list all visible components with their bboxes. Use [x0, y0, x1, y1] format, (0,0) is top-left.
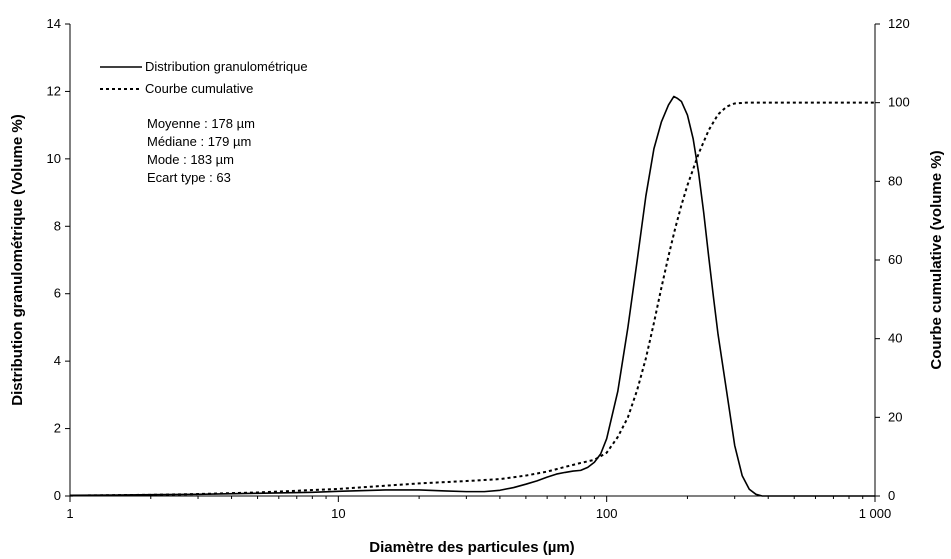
- right-tick-label: 40: [888, 331, 902, 346]
- left-axis-ticks: 0 2 4 6 8 10 12 14: [47, 16, 70, 503]
- left-tick-label: 8: [54, 218, 61, 233]
- legend: Distribution granulométrique Courbe cumu…: [100, 59, 308, 96]
- x-axis-ticks: 1 10 100 1 000: [66, 496, 891, 521]
- right-tick-label: 60: [888, 252, 902, 267]
- series-layer: [69, 95, 875, 497]
- left-tick-label: 12: [47, 83, 61, 98]
- stat-mode: Mode : 183 µm: [147, 152, 234, 167]
- left-tick-label: 4: [54, 353, 61, 368]
- left-axis-title: Distribution granulométrique (Volume %): [9, 114, 26, 405]
- x-tick-label: 100: [596, 506, 618, 521]
- stat-median: Médiane : 179 µm: [147, 134, 251, 149]
- left-tick-label: 6: [54, 286, 61, 301]
- right-tick-label: 100: [888, 95, 910, 110]
- right-tick-label: 20: [888, 409, 902, 424]
- stat-mean: Moyenne : 178 µm: [147, 116, 255, 131]
- right-tick-label: 80: [888, 173, 902, 188]
- x-tick-label: 1 000: [859, 506, 892, 521]
- legend-label-distribution: Distribution granulométrique: [145, 59, 308, 74]
- stat-std-dev: Ecart type : 63: [147, 170, 231, 185]
- left-tick-label: 2: [54, 421, 61, 436]
- x-tick-label: 10: [331, 506, 345, 521]
- right-tick-label: 0: [888, 488, 895, 503]
- left-tick-label: 0: [54, 488, 61, 503]
- x-axis-title: Diamètre des particules (µm): [369, 539, 574, 556]
- cumulative-curve-line: [69, 101, 875, 497]
- statistics-block: Moyenne : 178 µm Médiane : 179 µm Mode :…: [147, 116, 255, 185]
- left-tick-label: 14: [47, 16, 61, 31]
- distribution-curve-line: [69, 95, 875, 497]
- right-axis-title: Courbe cumulative (volume %): [928, 150, 945, 369]
- x-tick-label: 1: [66, 506, 73, 521]
- legend-label-cumulative: Courbe cumulative: [145, 81, 253, 96]
- right-tick-label: 120: [888, 16, 910, 31]
- left-tick-label: 10: [47, 151, 61, 166]
- right-axis-ticks: 0 20 40 60 80 100 120: [875, 16, 910, 503]
